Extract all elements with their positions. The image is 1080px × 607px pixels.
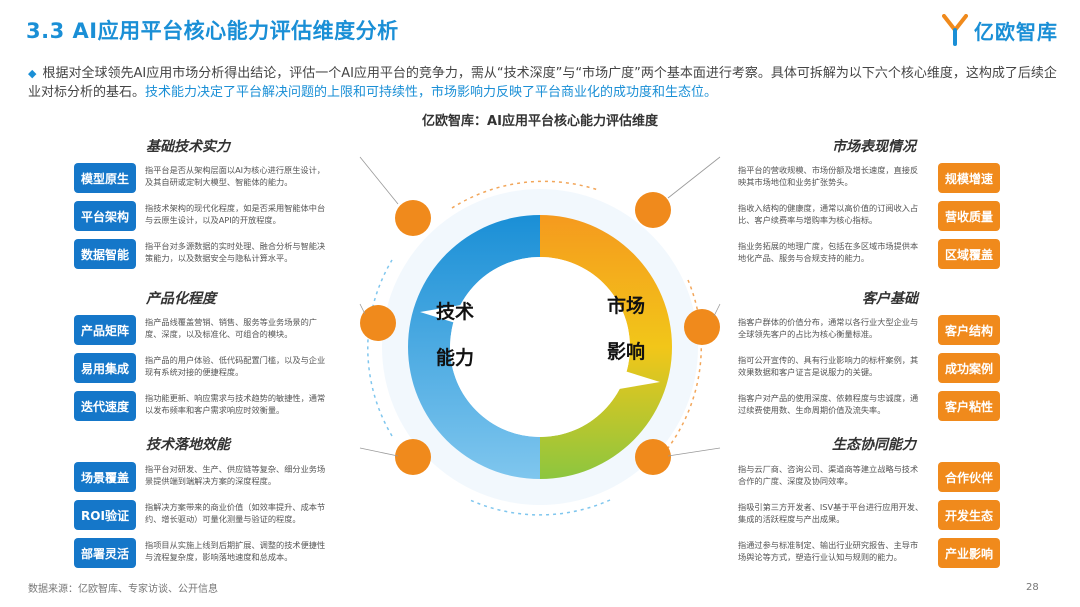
section-title-customer-base: 客户基础 xyxy=(862,291,918,307)
desc-data-intelligence: 指平台对多源数据的实时处理、融合分析与智能决策能力，以及数据安全与隐私计算水平。 xyxy=(145,241,326,263)
diamond-bullet-icon: ◆ xyxy=(28,67,37,80)
desc-product-matrix: 指产品线覆盖营销、销售、服务等业务场景的广度、深度，以及标准化、可组合的模块。 xyxy=(145,317,317,339)
ring-label-left-top: 技术 xyxy=(436,300,474,323)
logo: 亿欧智库 xyxy=(942,14,1058,46)
desc-customer-structure: 指客户群体的价值分布，通常以各行业大型企业与全球领先客户的占比为核心衡量标准。 xyxy=(738,317,919,339)
ring-label-left-bottom: 能力 xyxy=(436,346,474,369)
ring-left-segment xyxy=(408,215,540,479)
intro-text: 根据对全球领先AI应用市场分析得出结论，评估一个AI应用平台的竞争力，需从“技术… xyxy=(28,66,1057,100)
tag-platform-arch: 平台架构 xyxy=(74,201,136,231)
node-dot-br xyxy=(635,439,671,475)
ring-label-right-bottom: 影响 xyxy=(607,340,645,363)
tag-customer-stickiness: 客户粘性 xyxy=(938,391,1000,421)
desc-model-native: 指平台是否从架构层面以AI为核心进行原生设计，及其自研或定制大模型、智能体的能力… xyxy=(145,165,325,187)
desc-partners: 指与云厂商、咨询公司、渠道商等建立战略与技术合作的广度、深度及协同效率。 xyxy=(738,464,919,486)
ring-right-segment xyxy=(540,215,672,479)
tag-scene-coverage: 场景覆盖 xyxy=(74,462,136,492)
node-dot-tl xyxy=(395,200,431,236)
tag-success-cases: 成功案例 xyxy=(938,353,1000,383)
node-dot-mr xyxy=(684,309,720,345)
node-dot-ml xyxy=(360,305,396,341)
desc-deploy-flexible: 指项目从实施上线到后期扩展、调整的技术便捷性与流程复杂度，影响落地速度和总成本。 xyxy=(145,540,326,562)
desc-revenue-quality: 指收入结构的健康度，通常以高价值的订阅收入占比、客户续费率与增购率为核心指标。 xyxy=(738,203,919,225)
intro-highlight: 技术能力决定了平台解决问题的上限和可持续性，市场影响力反映了平台商业化的成功度和… xyxy=(145,85,718,100)
tag-ease-integration: 易用集成 xyxy=(74,353,136,383)
page-number: 28 xyxy=(1026,582,1039,593)
tag-revenue-quality: 营收质量 xyxy=(938,201,1000,231)
desc-platform-arch: 指技术架构的现代化程度，如是否采用智能体中台与云原生设计，以及API的开放程度。 xyxy=(145,203,326,225)
node-dot-bl xyxy=(395,439,431,475)
desc-dev-ecosystem: 指吸引第三方开发者、ISV基于平台进行应用开发、集成的活跃程度与产出成果。 xyxy=(738,502,924,524)
section-title-tech-base: 基础技术实力 xyxy=(146,139,230,155)
tag-data-intelligence: 数据智能 xyxy=(74,239,136,269)
tag-partners: 合作伙伴 xyxy=(938,462,1000,492)
tag-scale-growth: 规模增速 xyxy=(938,163,1000,193)
tag-region-coverage: 区域覆盖 xyxy=(938,239,1000,269)
desc-success-cases: 指可公开宣传的、具有行业影响力的标杆案例，其效果数据和客户证言是说服力的关键。 xyxy=(738,355,919,377)
logo-text: 亿欧智库 xyxy=(974,19,1058,44)
desc-customer-stickiness: 指客户对产品的使用深度、依赖程度与忠诚度，通过续费使用数、生命周期价值及流失率。 xyxy=(738,393,919,415)
desc-industry-influence: 指通过参与标准制定、输出行业研究报告、主导市场舆论等方式，塑造行业认知与规则的能… xyxy=(738,540,919,562)
intro-paragraph: ◆ 根据对全球领先AI应用市场分析得出结论，评估一个AI应用平台的竞争力，需从“技… xyxy=(28,64,1058,102)
tag-dev-ecosystem: 开发生态 xyxy=(938,500,1000,530)
desc-scale-growth: 指平台的营收规模、市场份额及增长速度，直接反映其市场地位和业务扩张势头。 xyxy=(738,165,919,187)
logo-icon xyxy=(942,14,968,46)
tag-industry-influence: 产业影响 xyxy=(938,538,1000,568)
desc-roi-validation: 指解决方案带来的商业价值（如效率提升、成本节约、增长驱动）可量化测量与验证的程度… xyxy=(145,502,326,524)
desc-scene-coverage: 指平台对研发、生产、供应链等复杂、细分业务场景提供端到端解决方案的深度程度。 xyxy=(145,464,326,486)
tag-deploy-flexible: 部署灵活 xyxy=(74,538,136,568)
tag-product-matrix: 产品矩阵 xyxy=(74,315,136,345)
page-title: 3.3 AI应用平台核心能力评估维度分析 xyxy=(26,19,399,43)
ring-label-right-top: 市场 xyxy=(607,294,645,317)
node-dot-tr xyxy=(635,192,671,228)
tag-iteration-speed: 迭代速度 xyxy=(74,391,136,421)
desc-ease-integration: 指产品的用户体验、低代码配置门槛，以及与企业现有系统对接的便捷程度。 xyxy=(145,355,326,377)
source-note: 数据来源：亿欧智库、专家访谈、公开信息 xyxy=(28,584,218,595)
section-title-tech-landing: 技术落地效能 xyxy=(146,437,230,453)
tag-customer-structure: 客户结构 xyxy=(938,315,1000,345)
diagram-title: 亿欧智库：AI应用平台核心能力评估维度 xyxy=(422,114,658,129)
section-title-ecosystem: 生态协同能力 xyxy=(832,437,916,453)
tag-model-native: 模型原生 xyxy=(74,163,136,193)
tag-roi-validation: ROI验证 xyxy=(74,500,136,530)
desc-region-coverage: 指业务拓展的地理广度，包括在多区域市场提供本地化产品、服务与合规支持的能力。 xyxy=(738,241,919,263)
desc-iteration-speed: 指功能更新、响应需求与技术趋势的敏捷性，通常以发布频率和客户需求响应时效衡量。 xyxy=(145,393,326,415)
section-title-market-perf: 市场表现情况 xyxy=(832,139,916,155)
section-title-productization: 产品化程度 xyxy=(146,291,216,307)
